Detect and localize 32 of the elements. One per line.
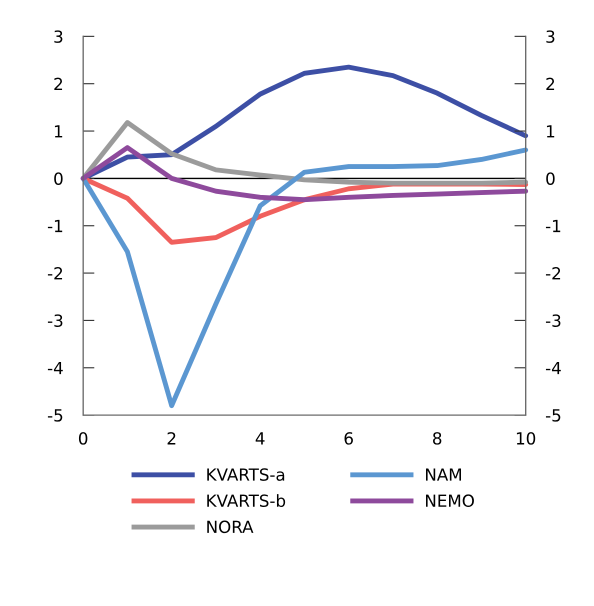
x-tick-label: 8 [433, 432, 442, 445]
y2-tick-label: 2 [546, 78, 554, 90]
legend-label: KVARTS-a [207, 468, 284, 481]
line-series [80, 145, 528, 202]
legend-label: NEMO [426, 494, 474, 508]
line-series [80, 148, 528, 408]
y-tick-label: 0 [54, 172, 63, 185]
y-tick-label: -4 [48, 362, 63, 374]
x-tick-label: 10 [516, 432, 536, 445]
y2-tick-label: -4 [546, 362, 561, 374]
legend-label: NORA [207, 520, 254, 534]
y2-tick-label: -3 [546, 314, 560, 327]
y2-tick-label: -2 [546, 267, 560, 280]
x-tick-label: 0 [78, 432, 88, 445]
y-tick-label: 2 [54, 78, 62, 90]
y-tick-label: -1 [48, 220, 62, 232]
y2-tick-label: -1 [546, 220, 560, 232]
y2-tick-label: 3 [546, 30, 554, 43]
legend-label: KVARTS-b [207, 494, 286, 508]
x-tick-label: 6 [344, 432, 353, 445]
y-tick-label: -5 [48, 409, 62, 422]
y-tick-label: -2 [48, 267, 62, 280]
legend-label: NAM [426, 468, 461, 481]
line-series [80, 120, 528, 186]
x-tick-label: 4 [256, 432, 265, 444]
y-tick-label: 3 [54, 30, 62, 43]
y-tick-label: 1 [54, 125, 62, 138]
y2-tick-label: 1 [546, 125, 554, 138]
y2-tick-label: 0 [546, 172, 555, 185]
y-tick-label: -3 [48, 314, 62, 327]
y2-tick-label: -5 [546, 409, 560, 422]
x-tick-label: 2 [168, 432, 176, 444]
